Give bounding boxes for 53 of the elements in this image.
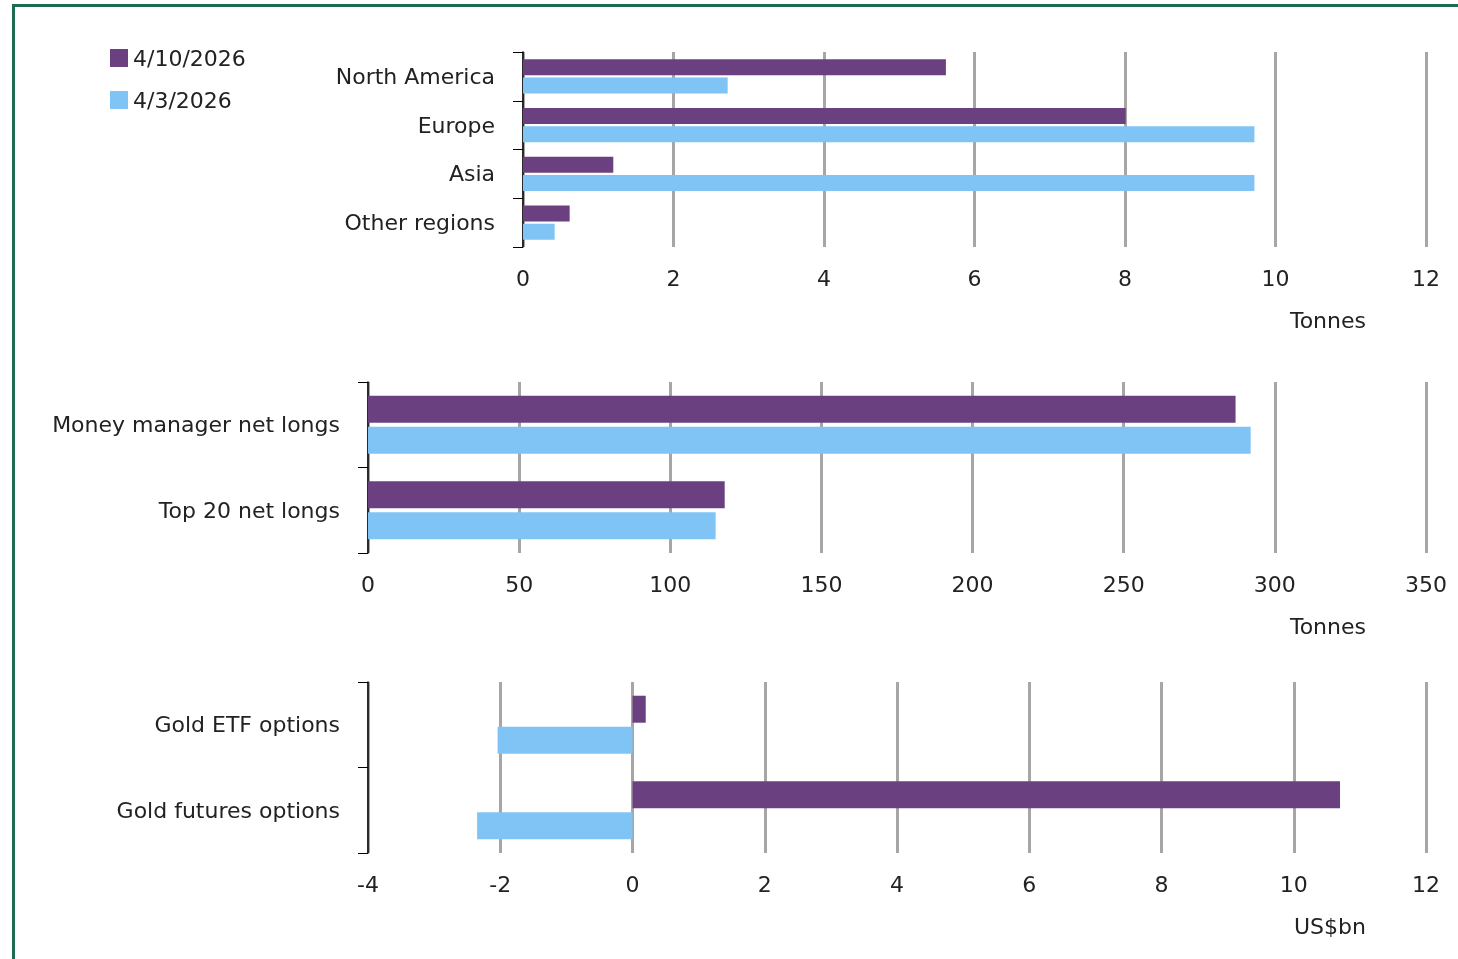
x-tick-label: 50 bbox=[505, 571, 534, 597]
x-tick-label: 200 bbox=[951, 571, 994, 597]
y-tick-label: Gold ETF options bbox=[154, 712, 340, 738]
legend-label: 4/10/2026 bbox=[133, 45, 246, 71]
x-tick-label: 4 bbox=[817, 265, 831, 291]
y-tick-label: Other regions bbox=[344, 210, 495, 236]
x-tick-label: -4 bbox=[357, 871, 379, 897]
x-tick-label: 8 bbox=[1118, 265, 1132, 291]
x-axis-title: Tonnes bbox=[1288, 307, 1366, 333]
y-tick-label: Europe bbox=[417, 112, 495, 138]
x-tick-label: 4 bbox=[890, 871, 904, 897]
bar bbox=[523, 126, 1255, 143]
x-tick-label: 6 bbox=[1022, 871, 1037, 897]
x-axis-title: Tonnes bbox=[1288, 613, 1366, 639]
x-tick-label: 10 bbox=[1279, 871, 1308, 897]
x-tick-label: -2 bbox=[489, 871, 512, 897]
y-tick-label: North America bbox=[335, 63, 495, 89]
x-tick-label: 150 bbox=[800, 571, 843, 597]
bar bbox=[368, 481, 725, 509]
y-tick-label: Asia bbox=[448, 161, 495, 187]
bar bbox=[523, 77, 728, 94]
bar bbox=[477, 812, 633, 840]
bar bbox=[497, 726, 633, 754]
bar bbox=[523, 59, 946, 76]
bar bbox=[523, 223, 555, 240]
x-tick-label: 0 bbox=[361, 571, 375, 597]
x-tick-label: 12 bbox=[1412, 265, 1440, 291]
x-tick-label: 12 bbox=[1412, 871, 1440, 897]
bar bbox=[632, 781, 1341, 809]
bar bbox=[523, 205, 570, 222]
x-tick-label: 0 bbox=[625, 871, 640, 897]
y-tick-label: Gold futures options bbox=[116, 797, 340, 823]
legend-label: 4/3/2026 bbox=[133, 87, 232, 113]
bar bbox=[368, 426, 1251, 454]
bar bbox=[523, 107, 1126, 124]
x-tick-label: 250 bbox=[1102, 571, 1145, 597]
bar bbox=[523, 156, 614, 173]
x-tick-label: 300 bbox=[1253, 571, 1296, 597]
x-tick-label: 2 bbox=[757, 871, 772, 897]
x-tick-label: 2 bbox=[666, 265, 681, 291]
x-axis-title: US$bn bbox=[1294, 913, 1366, 939]
x-tick-label: 8 bbox=[1154, 871, 1169, 897]
bar bbox=[632, 695, 646, 723]
bar bbox=[368, 512, 716, 540]
x-tick-label: 350 bbox=[1405, 571, 1447, 597]
bar bbox=[523, 175, 1255, 192]
y-tick-label: Money manager net longs bbox=[52, 412, 340, 438]
bar bbox=[368, 395, 1236, 423]
x-tick-label: 0 bbox=[516, 265, 530, 291]
y-tick-label: Top 20 net longs bbox=[157, 497, 340, 523]
x-tick-label: 6 bbox=[967, 265, 982, 291]
x-tick-label: 10 bbox=[1261, 265, 1290, 291]
x-tick-label: 100 bbox=[649, 571, 692, 597]
